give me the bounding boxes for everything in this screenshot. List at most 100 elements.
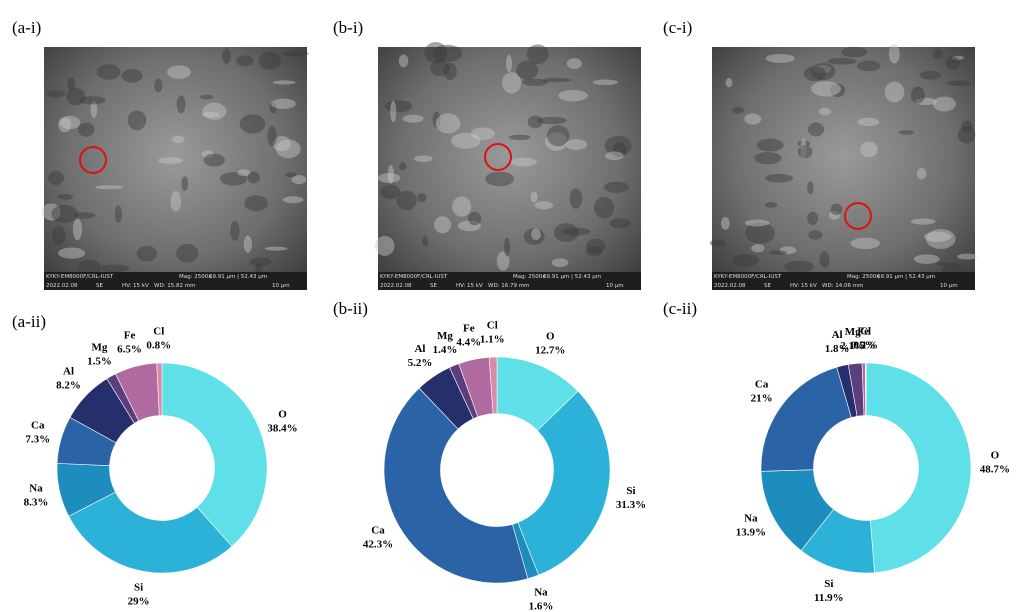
sem-texture (516, 60, 539, 80)
sem-texture (58, 117, 72, 133)
sem-texture (284, 172, 297, 178)
slice-name: Si (824, 578, 833, 590)
sem-texture (136, 245, 158, 262)
sem-texture (48, 170, 64, 186)
sem-texture (243, 235, 253, 253)
sem-texture (609, 218, 631, 229)
sem-info-bar (378, 272, 641, 290)
sem-texture (797, 140, 811, 147)
sem-texture (960, 120, 973, 132)
sem-info-bar (712, 272, 975, 290)
sem-texture (956, 253, 978, 260)
slice-name: Si (626, 485, 635, 497)
slice-value: 48.7% (980, 463, 1010, 475)
sem-texture (380, 184, 400, 200)
sem-texture (485, 171, 514, 187)
sem-texture (451, 132, 481, 149)
sem-texture (933, 49, 943, 60)
sem-texture (90, 100, 98, 118)
sem-caption: HV: 15 kV (122, 283, 149, 289)
donut-slice (488, 356, 498, 414)
sem-texture (399, 162, 407, 171)
slice-value: 7.3% (25, 434, 50, 446)
sem-texture (502, 72, 522, 94)
slice-name: Fe (124, 330, 136, 342)
slice-name: Fe (463, 322, 475, 334)
slice-name: Ca (755, 379, 769, 391)
sem-texture (603, 181, 630, 193)
sem-texture (542, 77, 572, 83)
sem-texture (67, 77, 76, 91)
sem-caption: Mag: 2500x (513, 274, 546, 280)
sem-texture (765, 54, 795, 63)
sem-texture (57, 247, 86, 259)
panel-label: (a-i) (12, 18, 41, 37)
donut-slice (383, 387, 529, 584)
highlight-circle (79, 146, 107, 174)
sem-info-bar (44, 272, 307, 290)
sem-texture (510, 157, 537, 167)
slice-value: 38.4% (267, 423, 297, 435)
sem-caption: HV: 15 kV (790, 283, 817, 289)
slice-name: Cl (860, 326, 871, 338)
sem-texture (829, 83, 846, 98)
sem-texture (452, 196, 472, 217)
sem-texture (731, 106, 745, 114)
sem-texture (275, 139, 301, 159)
sem-texture (720, 217, 730, 230)
sem-caption: HV: 15 kV (456, 283, 483, 289)
sem-texture (860, 141, 878, 158)
sem-texture (237, 169, 251, 177)
sem-texture (558, 89, 588, 102)
sem-texture (586, 238, 606, 254)
slice-name: Na (29, 482, 43, 494)
sem-texture (375, 235, 395, 256)
sem-texture (919, 70, 942, 80)
slice-value: 1.6% (529, 600, 554, 612)
sem-texture (888, 44, 900, 64)
sem-texture (384, 100, 413, 113)
sem-texture (807, 181, 814, 195)
sem-texture (807, 122, 825, 137)
sem-texture (527, 115, 543, 129)
sem-texture (797, 145, 813, 159)
sem-texture (915, 97, 937, 106)
sem-texture (470, 127, 495, 140)
sem-texture (170, 191, 182, 212)
sem-texture (936, 261, 951, 267)
sem-texture (57, 193, 74, 200)
sem-texture (756, 138, 784, 152)
sem-caption: KYKY-EM8000F/CRL-IUST (380, 274, 448, 280)
sem-texture (818, 107, 832, 116)
sem-texture (546, 125, 570, 147)
sem-texture (42, 203, 61, 221)
sem-texture (503, 237, 511, 257)
sem-texture (181, 176, 189, 191)
sem-texture (800, 138, 807, 159)
slice-value: 8.2% (56, 380, 81, 392)
slice-value: 2.1% (840, 340, 865, 352)
sem-caption: 2022.02.08 (714, 283, 746, 289)
sem-caption: WD: 15.82 mm (154, 283, 195, 289)
donut-slice (517, 390, 611, 576)
sem-texture (396, 190, 417, 211)
sem-texture (430, 60, 450, 77)
sem-texture (467, 211, 482, 226)
donut-slice (161, 362, 268, 547)
donut-slice (865, 362, 972, 573)
sem-texture (916, 167, 927, 180)
donut-slice (68, 491, 233, 574)
sem-texture (127, 110, 147, 131)
sem-texture (551, 258, 569, 268)
slice-value: 4.4% (456, 336, 481, 348)
sem-texture (910, 218, 936, 225)
sem-texture (523, 228, 545, 245)
sem-texture (857, 117, 880, 127)
sem-texture (114, 205, 122, 223)
sem-texture (272, 136, 291, 152)
slice-name: Cl (153, 326, 164, 338)
sem-texture (387, 164, 394, 184)
slice-value: 29% (128, 595, 150, 607)
sem-texture (604, 135, 632, 157)
sem-caption: SE (430, 283, 437, 289)
